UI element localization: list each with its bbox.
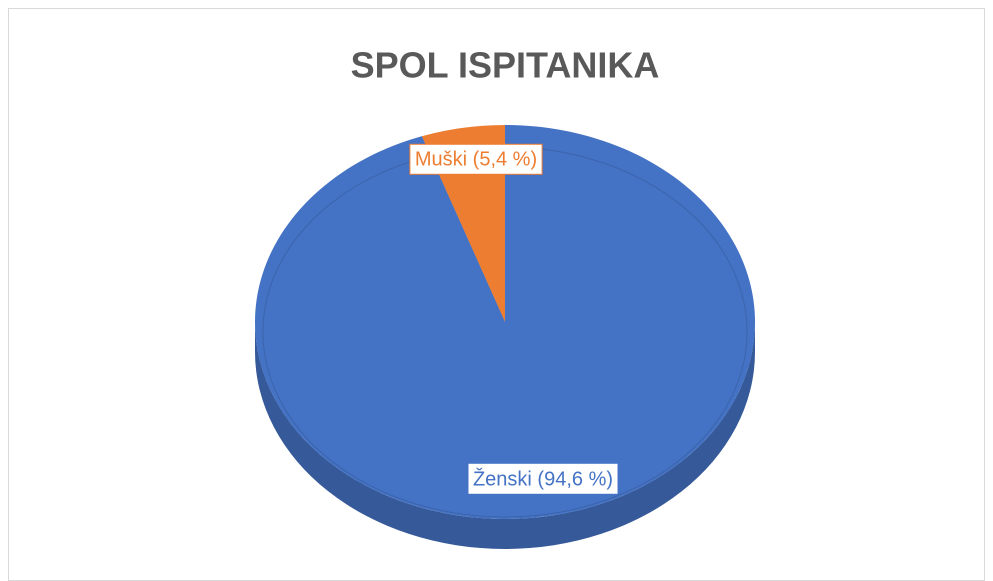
data-label-text: Muški (5,4 %) [415,148,537,170]
data-label-box [409,143,543,175]
data-label: Ženski (94,6 %) [467,462,619,495]
slice [255,125,755,519]
data-label: Muški (5,4 %) [409,143,543,175]
data-label-box [467,462,619,495]
chart-title: SPOL ISPITANIKA [351,45,660,86]
data-label-text: Ženski (94,6 %) [473,467,613,490]
